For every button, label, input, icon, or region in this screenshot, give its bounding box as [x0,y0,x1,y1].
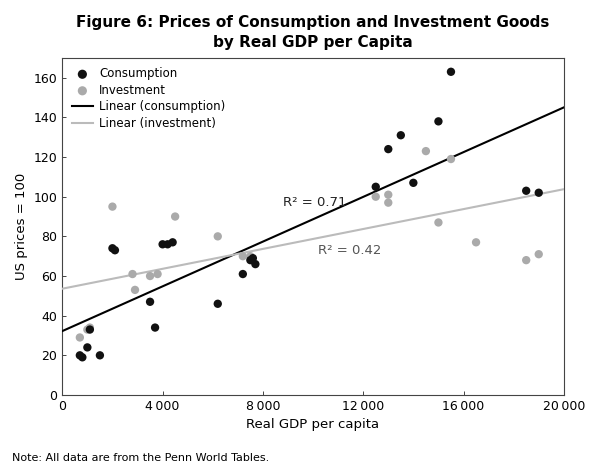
Consumption [75,352,85,359]
Investment [471,239,481,246]
Investment [170,213,180,220]
Consumption [238,270,248,278]
Consumption [150,324,160,331]
Consumption [521,187,531,194]
Investment [245,252,255,260]
Consumption [85,326,95,333]
Consumption [251,260,260,268]
Text: R² = 0.71: R² = 0.71 [283,196,346,209]
Investment [85,324,95,331]
Investment [75,334,85,341]
Consumption [110,246,120,254]
Consumption [383,146,393,153]
Consumption [145,298,155,306]
Investment [130,286,140,293]
Investment [213,232,223,240]
Consumption [95,352,105,359]
Investment [153,270,163,278]
Consumption [83,344,92,351]
Investment [383,199,393,206]
Investment [238,252,248,260]
Consumption [371,183,380,191]
Investment [83,326,92,333]
Investment [421,147,431,155]
Consumption [446,68,456,75]
Consumption [534,189,544,196]
Text: Note: All data are from the Penn World Tables.: Note: All data are from the Penn World T… [12,452,269,463]
Consumption [168,239,178,246]
Investment [383,191,393,199]
Investment [107,203,117,210]
Investment [534,251,544,258]
Consumption [107,245,117,252]
Investment [521,256,531,264]
X-axis label: Real GDP per capita: Real GDP per capita [247,418,380,432]
Investment [434,219,443,226]
Consumption [248,254,257,262]
Consumption [77,353,87,361]
Consumption [409,179,418,186]
Investment [446,155,456,163]
Y-axis label: US prices = 100: US prices = 100 [15,173,28,280]
Consumption [158,240,167,248]
Consumption [163,240,172,248]
Investment [371,193,380,200]
Consumption [434,118,443,125]
Legend: Consumption, Investment, Linear (consumption), Linear (investment): Consumption, Investment, Linear (consump… [68,64,229,133]
Investment [145,272,155,280]
Consumption [396,132,406,139]
Investment [128,270,137,278]
Consumption [213,300,223,307]
Text: R² = 0.42: R² = 0.42 [318,244,382,257]
Consumption [245,256,255,264]
Title: Figure 6: Prices of Consumption and Investment Goods
by Real GDP per Capita: Figure 6: Prices of Consumption and Inve… [76,15,550,50]
